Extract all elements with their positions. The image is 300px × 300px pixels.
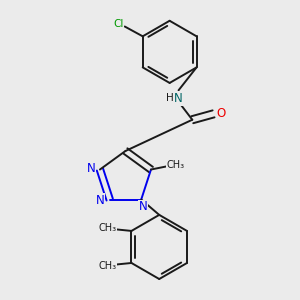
Text: N: N (174, 92, 183, 105)
Text: CH₃: CH₃ (167, 160, 184, 170)
Text: N: N (96, 194, 105, 207)
Text: H: H (167, 94, 174, 103)
Text: CH₃: CH₃ (99, 223, 117, 233)
Text: N: N (86, 162, 95, 175)
Text: Cl: Cl (113, 19, 123, 29)
Text: CH₃: CH₃ (99, 261, 117, 271)
Text: N: N (139, 200, 147, 213)
Text: O: O (216, 107, 225, 120)
